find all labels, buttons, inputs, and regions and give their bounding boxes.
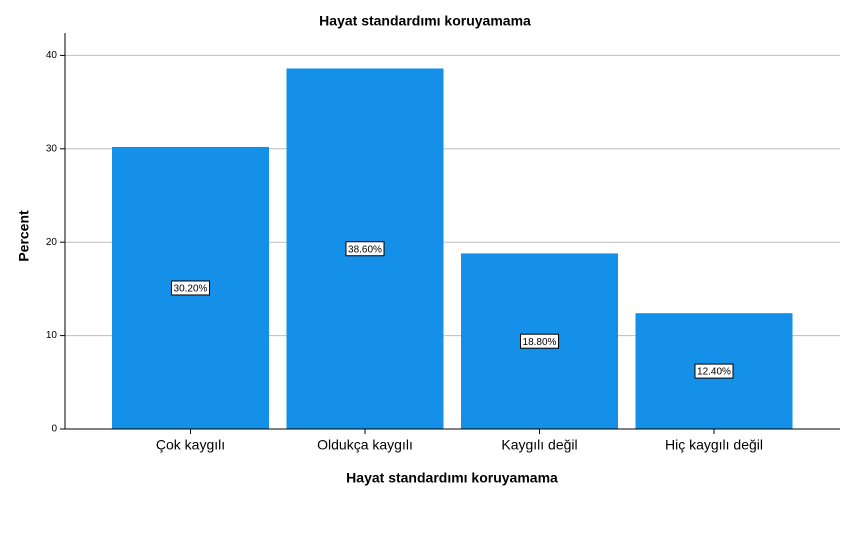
chart-title: Hayat standardımı koruyamama — [319, 13, 531, 29]
value-label-box — [170, 280, 211, 296]
x-tick-label: Hiç kaygılı değil — [665, 437, 763, 453]
x-axis-label: Hayat standardımı koruyamama — [346, 470, 558, 486]
y-tick-label: 10 — [46, 330, 58, 341]
x-tick-label: Oldukça kaygılı — [317, 437, 413, 453]
value-label-box — [694, 363, 734, 379]
value-label: 18.80% — [523, 337, 557, 348]
x-tick-label: Kaygılı değil — [501, 437, 577, 453]
y-tick-label: 40 — [46, 50, 58, 61]
value-label-box — [345, 241, 385, 257]
value-label-box — [519, 333, 560, 349]
value-label: 30.20% — [174, 284, 208, 295]
y-tick-label: 0 — [51, 424, 57, 435]
y-tick-label: 20 — [46, 237, 58, 248]
y-tick-label: 30 — [46, 143, 58, 154]
value-label: 12.40% — [697, 367, 731, 378]
value-label: 38.60% — [348, 244, 382, 255]
y-axis-label: Percent — [16, 210, 32, 262]
x-tick-label: Çok kaygılı — [156, 437, 225, 453]
